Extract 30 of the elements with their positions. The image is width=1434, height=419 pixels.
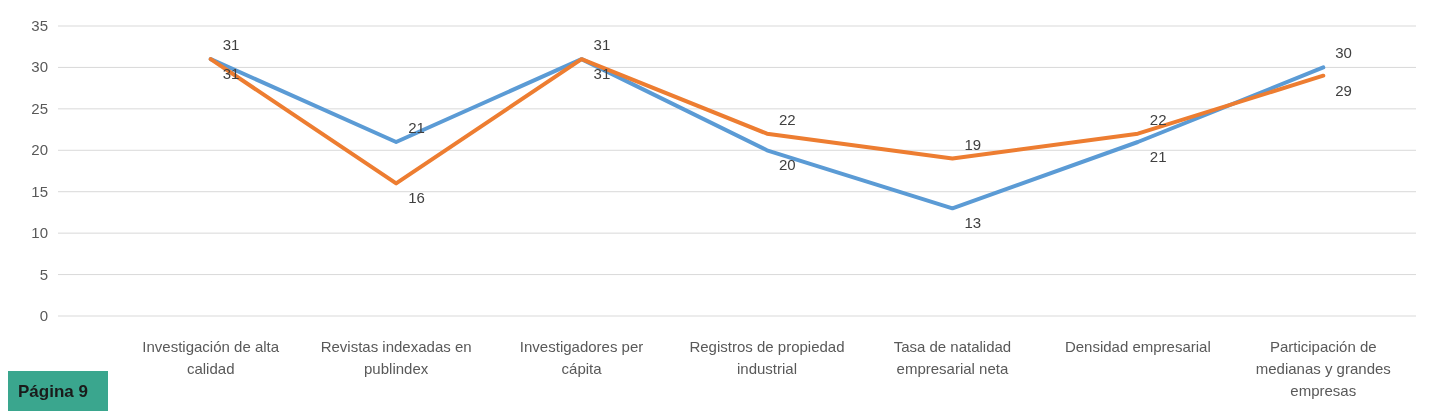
data-label: 20 xyxy=(779,156,796,174)
y-tick-label: 5 xyxy=(39,265,48,283)
y-tick-label: 35 xyxy=(31,17,48,34)
y-tick-label: 25 xyxy=(31,99,48,117)
data-label: 29 xyxy=(1335,81,1352,99)
data-label: 22 xyxy=(1149,110,1167,128)
x-tick-label: Densidad empresarial xyxy=(1064,338,1211,355)
x-tick-label: Investigación de alta calidad xyxy=(142,338,280,377)
data-label: 31 xyxy=(593,36,611,54)
y-tick-label: 10 xyxy=(31,224,48,242)
data-label: 21 xyxy=(1149,148,1167,165)
y-tick-label: 15 xyxy=(31,182,48,200)
line-series xyxy=(208,57,1326,186)
data-label: 13 xyxy=(964,214,982,232)
y-tick-label: 30 xyxy=(31,58,48,76)
line-series xyxy=(208,57,1326,211)
data-label: 31 xyxy=(222,65,240,83)
x-tick-label: Investigadores per cápita xyxy=(519,338,644,377)
x-tick-label: Participación de medianas y grandes empresas xyxy=(1255,338,1391,399)
x-tick-label: Revistas indexadas en publindex xyxy=(320,338,472,377)
y-tick-label: 0 xyxy=(39,307,48,324)
data-label: 22 xyxy=(779,110,796,128)
x-tick-label: Registros de propiedad industrial xyxy=(689,338,845,377)
data-label: 16 xyxy=(408,189,425,207)
x-tick-label: Tasa de natalidad empresarial neta xyxy=(893,338,1012,377)
data-label: 31 xyxy=(222,36,240,54)
data-label: 19 xyxy=(964,135,982,153)
data-label: 30 xyxy=(1335,44,1352,62)
y-tick-label: 20 xyxy=(31,141,48,159)
text: Página 9 xyxy=(18,382,88,401)
